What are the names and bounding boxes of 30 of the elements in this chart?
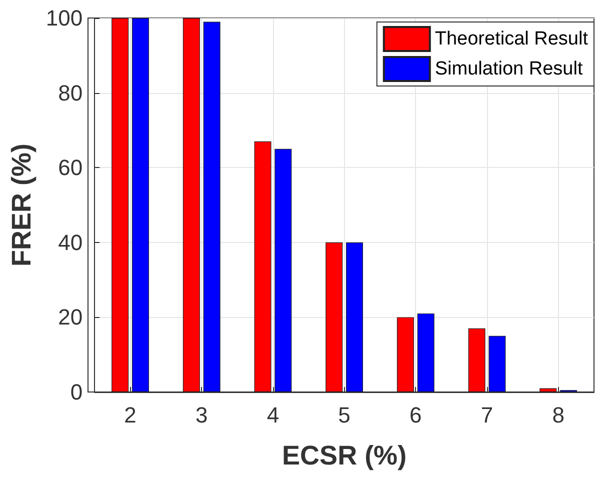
bar — [488, 336, 506, 392]
y-tick-label: 20 — [58, 304, 83, 330]
bar — [417, 313, 434, 392]
y-tick-label: 60 — [58, 155, 83, 180]
bar — [182, 18, 200, 392]
x-tick-label: 7 — [480, 402, 494, 428]
bar — [326, 242, 343, 392]
x-axis-title: ECSR (%) — [282, 440, 407, 470]
x-tick-label: 4 — [266, 402, 280, 428]
y-tick-label: 40 — [58, 230, 83, 255]
x-tick-label: 2 — [124, 402, 136, 428]
x-tick-label: 6 — [410, 402, 422, 428]
y-tick-label: 100 — [46, 6, 83, 30]
bar — [254, 141, 272, 392]
y-axis-title: FRER (%) — [6, 144, 36, 266]
bar — [203, 22, 220, 392]
x-tick-label: 5 — [338, 402, 350, 428]
x-tick-label: 3 — [195, 402, 208, 428]
bar — [112, 18, 129, 392]
bar — [274, 148, 292, 392]
bar — [540, 388, 557, 392]
bar — [132, 18, 149, 392]
x-tick-label: 8 — [552, 402, 564, 428]
bar — [396, 317, 414, 392]
bar — [346, 242, 364, 392]
legend-label: Theoretical Result — [434, 28, 589, 50]
legend-label: Simulation Result — [434, 58, 584, 80]
y-tick-label: 0 — [70, 380, 83, 404]
bar — [468, 328, 486, 392]
y-tick-label: 80 — [58, 80, 83, 106]
